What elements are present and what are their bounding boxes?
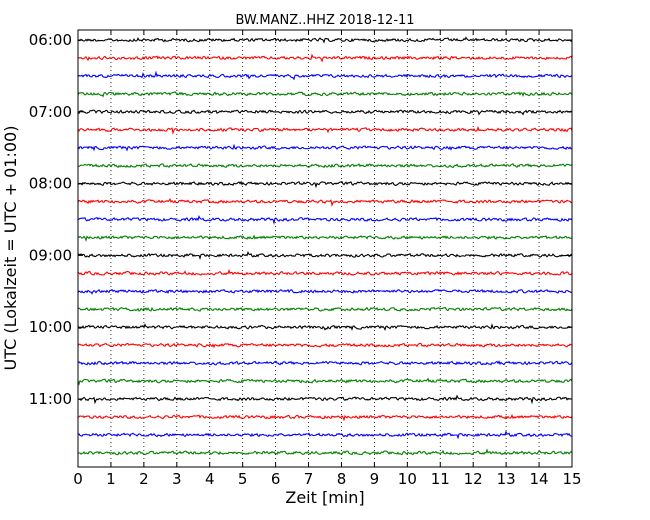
seismic-trace-22 — [77, 430, 573, 440]
seismic-trace-19 — [77, 377, 573, 386]
y-tick-label-3: 09:00 — [29, 246, 72, 264]
x-tick-label-0: 0 — [73, 470, 83, 488]
seismic-trace-23 — [77, 448, 573, 456]
plot-frame — [77, 29, 573, 468]
x-tick-label-10: 10 — [398, 470, 417, 488]
x-tick-label-14: 14 — [530, 470, 549, 488]
x-tick-label-15: 15 — [562, 470, 581, 488]
seismic-trace-9 — [77, 197, 573, 207]
seismic-trace-21 — [77, 413, 573, 422]
x-tick-label-2: 2 — [139, 470, 149, 488]
seismic-trace-1 — [77, 53, 573, 63]
seismic-trace-2 — [77, 70, 573, 81]
seismic-trace-4 — [77, 109, 573, 116]
y-tick-label-4: 10:00 — [29, 318, 72, 336]
x-axis-label: Zeit [min] — [285, 488, 364, 507]
traces-layer — [77, 36, 573, 456]
x-tick-label-8: 8 — [337, 470, 347, 488]
seismic-trace-11 — [77, 234, 573, 242]
x-tick-label-3: 3 — [172, 470, 182, 488]
seismic-trace-14 — [77, 288, 573, 295]
seismic-trace-0 — [77, 36, 573, 44]
grid-layer — [110, 30, 540, 467]
seismic-trace-20 — [77, 394, 573, 405]
x-tick-label-13: 13 — [497, 470, 516, 488]
chart-title: BW.MANZ..HHZ 2018-12-11 — [235, 13, 414, 28]
x-tick-label-11: 11 — [431, 470, 450, 488]
y-tick-label-5: 11:00 — [29, 390, 72, 408]
y-axis-label: UTC (Lokalzeit = UTC + 01:00) — [1, 126, 20, 371]
seismic-trace-7 — [78, 163, 573, 169]
seismic-trace-15 — [77, 306, 573, 312]
x-tick-label-12: 12 — [464, 470, 483, 488]
y-tick-label-1: 07:00 — [29, 103, 72, 121]
seismic-trace-12 — [77, 250, 573, 261]
seismic-trace-5 — [77, 125, 573, 135]
seismic-trace-16 — [77, 323, 573, 332]
seismic-trace-13 — [77, 268, 573, 276]
seismic-trace-3 — [77, 91, 573, 98]
seismic-trace-17 — [77, 342, 573, 349]
seismic-trace-8 — [77, 180, 573, 189]
ticks-layer — [77, 30, 573, 467]
x-tick-label-9: 9 — [370, 470, 380, 488]
seismic-trace-10 — [77, 214, 573, 225]
seismic-trace-18 — [77, 360, 573, 366]
x-tick-label-1: 1 — [106, 470, 116, 488]
x-tick-label-6: 6 — [271, 470, 281, 488]
y-tick-label-0: 06:00 — [29, 31, 72, 49]
seismic-trace-6 — [77, 143, 573, 152]
y-tick-labels: 06:00 07:00 08:00 09:00 10:00 11:00 — [29, 31, 72, 408]
x-tick-labels: 0 1 2 3 4 5 6 7 8 9 10 11 12 13 14 15 — [73, 470, 581, 488]
y-tick-label-2: 08:00 — [29, 175, 72, 193]
x-tick-label-7: 7 — [304, 470, 314, 488]
x-tick-label-4: 4 — [205, 470, 215, 488]
x-tick-label-5: 5 — [238, 470, 248, 488]
